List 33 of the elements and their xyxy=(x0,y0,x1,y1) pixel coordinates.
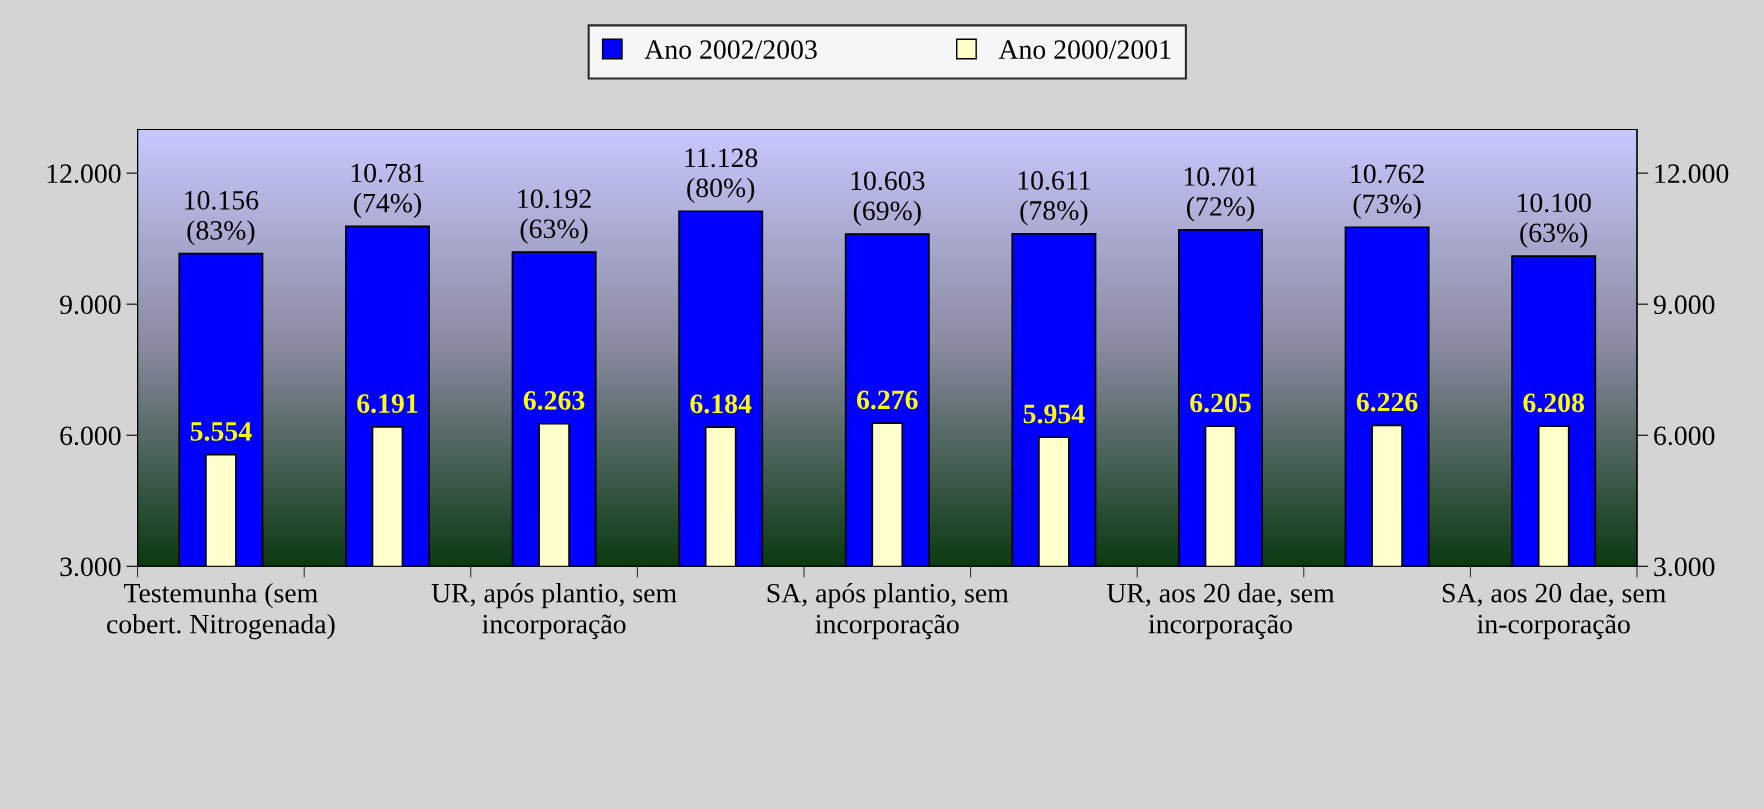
data-label: 10.701 (72%) xyxy=(1184,167,1258,222)
data-label: 6.191 xyxy=(357,394,418,414)
x-tick-label: SA, após plantio, sem incorporação xyxy=(767,582,1009,640)
data-label: 5.954 xyxy=(1023,404,1085,424)
x-tick-label: UR, após plantio, sem incorporação xyxy=(431,582,677,640)
y-tick-label: 6.000 xyxy=(60,426,121,446)
y-tick-label: 3.000 xyxy=(60,557,121,577)
x-tick-label: UR, aos 20 dae, sem incorporação xyxy=(1106,582,1335,640)
y2-tick-label: 3.000 xyxy=(1654,557,1715,577)
x-tick-label: Testemunha (sem cobert. Nitrogenada) xyxy=(107,582,335,640)
data-label: 11.128 (80%) xyxy=(685,148,758,203)
data-label: 6.276 xyxy=(856,390,918,410)
data-label: 6.226 xyxy=(1356,392,1418,412)
data-label: 5.554 xyxy=(190,422,252,441)
y2-tick-label: 12.000 xyxy=(1655,164,1729,184)
y-tick-label: 9.000 xyxy=(60,295,121,315)
data-label: 10.611 (78%) xyxy=(1018,171,1090,226)
data-label: 10.603 (69%) xyxy=(851,171,925,226)
legend-label: Ano 2000/2001 xyxy=(998,40,1171,59)
data-label: 10.156 (83%) xyxy=(185,190,259,246)
legend-label: Ano 2002/2003 xyxy=(644,40,817,59)
data-label: 6.208 xyxy=(1523,393,1585,413)
y-tick-label: 12.000 xyxy=(47,164,121,184)
data-label: 10.192 (63%) xyxy=(518,189,591,244)
data-label: 10.762 (73%) xyxy=(1351,164,1424,219)
data-label: 6.263 xyxy=(523,391,585,410)
y2-tick-label: 6.000 xyxy=(1654,426,1715,446)
data-label: 6.205 xyxy=(1190,393,1251,413)
data-label: 10.100 (63%) xyxy=(1517,193,1591,248)
data-label: 10.781 (74%) xyxy=(351,163,425,219)
y2-tick-label: 9.000 xyxy=(1653,295,1715,315)
x-tick-label: SA, aos 20 dae, sem in-corporação xyxy=(1442,582,1666,640)
data-label: 6.184 xyxy=(690,394,752,414)
